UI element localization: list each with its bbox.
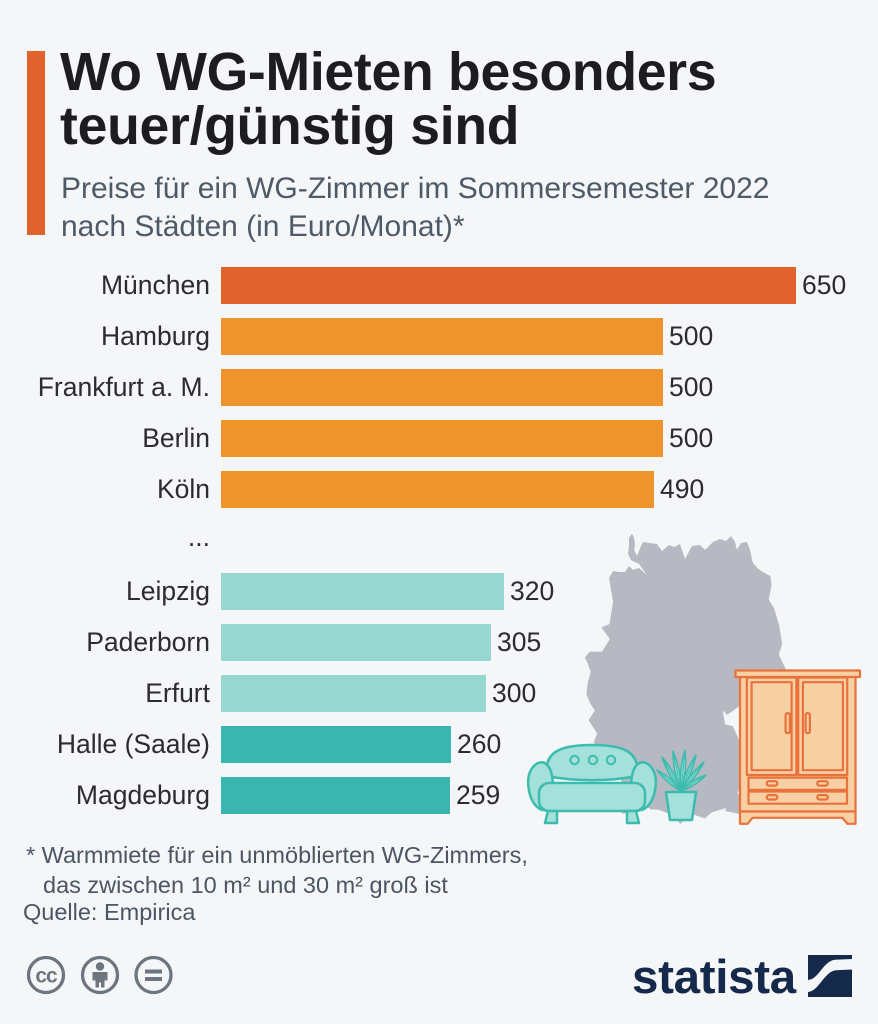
svg-text:cc: cc [35,965,58,988]
